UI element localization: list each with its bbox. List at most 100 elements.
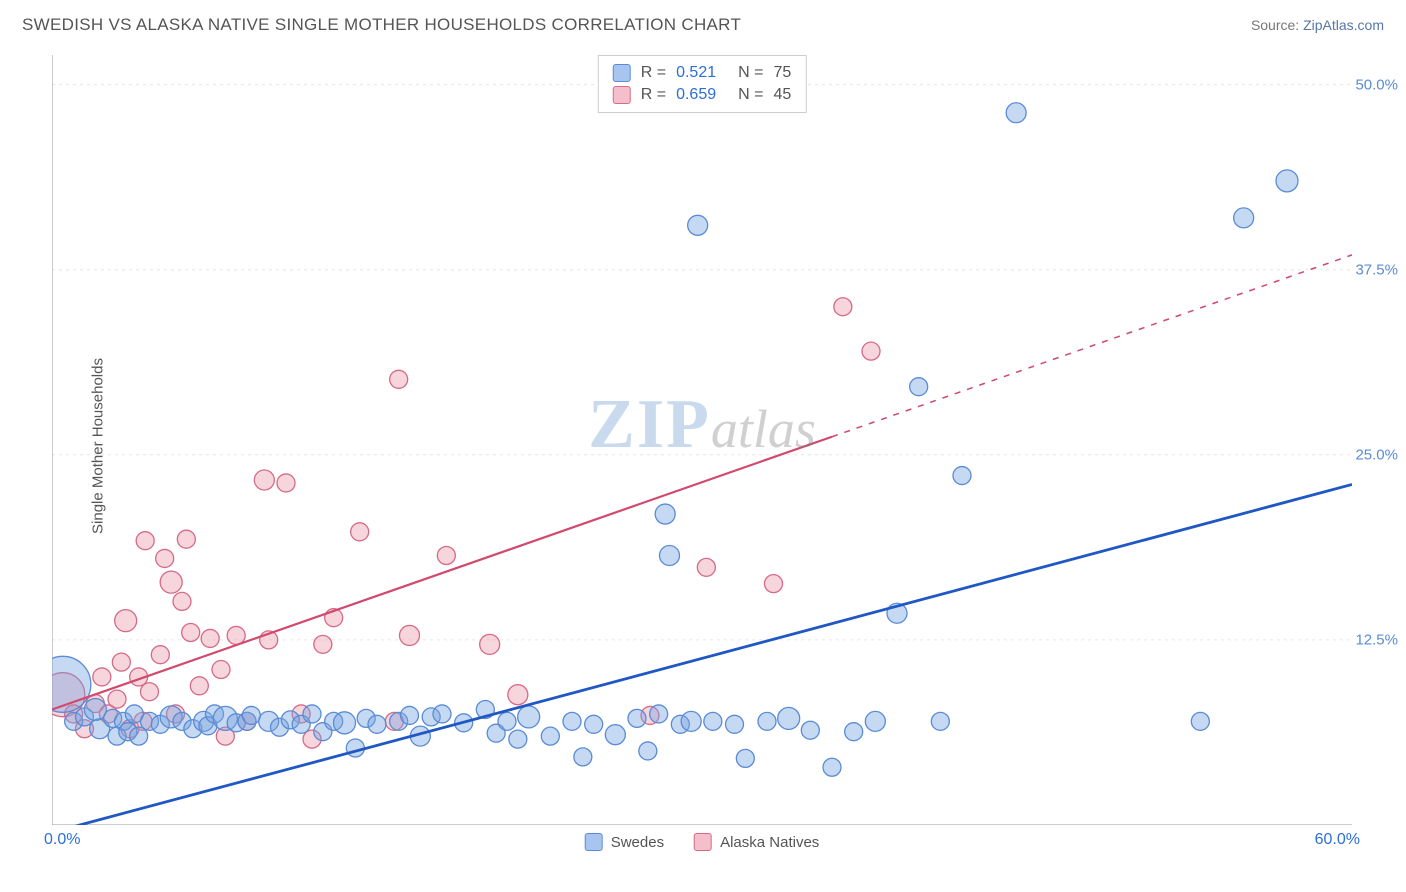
swedes-point [1234, 208, 1254, 228]
legend-label: Alaska Natives [720, 834, 819, 851]
n-value: 45 [773, 86, 791, 104]
n-label: N = [738, 64, 763, 82]
alaska-point [390, 370, 408, 388]
alaska-point [201, 629, 219, 647]
swedes-point [401, 706, 419, 724]
alaska-point [437, 547, 455, 565]
alaska-point [834, 298, 852, 316]
swedes-point [688, 215, 708, 235]
swedes-point [1191, 712, 1209, 730]
alaska-point [277, 474, 295, 492]
swedes-point [242, 706, 260, 724]
swedes-point [334, 712, 356, 734]
swedes-point [509, 730, 527, 748]
swedes-trendline [52, 484, 1352, 825]
swedes-point [574, 748, 592, 766]
y-tick-label: 37.5% [1355, 261, 1398, 278]
alaska-point [112, 653, 130, 671]
swedes-point [303, 705, 321, 723]
alaska-point [182, 624, 200, 642]
legend-swatch [694, 833, 712, 851]
r-value: 0.659 [676, 86, 716, 104]
swedes-point [628, 709, 646, 727]
alaska-point [108, 690, 126, 708]
swedes-point [931, 712, 949, 730]
alaska-point [115, 610, 137, 632]
swedes-point [498, 712, 516, 730]
alaska-point [254, 470, 274, 490]
legend-label: Swedes [611, 834, 664, 851]
y-tick-label: 25.0% [1355, 446, 1398, 463]
swedes-point [1276, 170, 1298, 192]
source-link[interactable]: ZipAtlas.com [1303, 17, 1384, 33]
alaska-point [480, 634, 500, 654]
legend-item: Alaska Natives [694, 833, 819, 851]
alaska-point [190, 677, 208, 695]
swedes-point [650, 705, 668, 723]
alaska-point [177, 530, 195, 548]
stats-row: R = 0.521 N = 75 [613, 62, 792, 84]
series-swatch [613, 64, 631, 82]
swedes-point [736, 749, 754, 767]
swedes-point [52, 656, 91, 712]
alaska-trendline-extrapolated [832, 255, 1352, 437]
swedes-point [953, 467, 971, 485]
correlation-stats-box: R = 0.521 N = 75 R = 0.659 N = 45 [598, 55, 807, 113]
alaska-point [173, 592, 191, 610]
alaska-point [212, 661, 230, 679]
alaska-point [136, 532, 154, 550]
alaska-point [351, 523, 369, 541]
x-axis-min-label: 0.0% [44, 831, 80, 849]
y-tick-label: 50.0% [1355, 76, 1398, 93]
swedes-point [845, 723, 863, 741]
alaska-point [151, 646, 169, 664]
alaska-point [156, 549, 174, 567]
swedes-point [801, 721, 819, 739]
alaska-point [765, 575, 783, 593]
alaska-point [697, 558, 715, 576]
swedes-point [726, 715, 744, 733]
r-label: R = [641, 86, 666, 104]
n-label: N = [738, 86, 763, 104]
alaska-point [93, 668, 111, 686]
swedes-point [758, 712, 776, 730]
swedes-point [518, 706, 540, 728]
swedes-point [704, 712, 722, 730]
swedes-point [563, 712, 581, 730]
alaska-point [862, 342, 880, 360]
alaska-point [160, 571, 182, 593]
chart-svg [52, 55, 1352, 825]
legend-item: Swedes [585, 833, 664, 851]
y-tick-label: 12.5% [1355, 631, 1398, 648]
swedes-point [655, 504, 675, 524]
swedes-point [778, 707, 800, 729]
swedes-point [1006, 103, 1026, 123]
alaska-point [400, 625, 420, 645]
series-swatch [613, 86, 631, 104]
r-value: 0.521 [676, 64, 716, 82]
source-attribution: Source: ZipAtlas.com [1251, 17, 1384, 33]
chart-title: SWEDISH VS ALASKA NATIVE SINGLE MOTHER H… [22, 15, 741, 35]
swedes-point [84, 699, 106, 721]
swedes-point [681, 711, 701, 731]
swedes-point [541, 727, 559, 745]
n-value: 75 [773, 64, 791, 82]
alaska-point [314, 635, 332, 653]
legend-swatch [585, 833, 603, 851]
source-prefix: Source: [1251, 17, 1303, 33]
swedes-point [585, 715, 603, 733]
plot-area: ZIPatlas R = 0.521 N = 75 R = 0.659 N = … [52, 55, 1352, 825]
alaska-point [141, 683, 159, 701]
series-legend: Swedes Alaska Natives [585, 833, 820, 851]
swedes-point [910, 378, 928, 396]
swedes-point [605, 725, 625, 745]
swedes-point [823, 758, 841, 776]
stats-row: R = 0.659 N = 45 [613, 84, 792, 106]
swedes-point [639, 742, 657, 760]
swedes-point [433, 705, 451, 723]
swedes-point [368, 715, 386, 733]
swedes-point [865, 711, 885, 731]
swedes-point [660, 546, 680, 566]
x-axis-max-label: 60.0% [1315, 831, 1360, 849]
r-label: R = [641, 64, 666, 82]
